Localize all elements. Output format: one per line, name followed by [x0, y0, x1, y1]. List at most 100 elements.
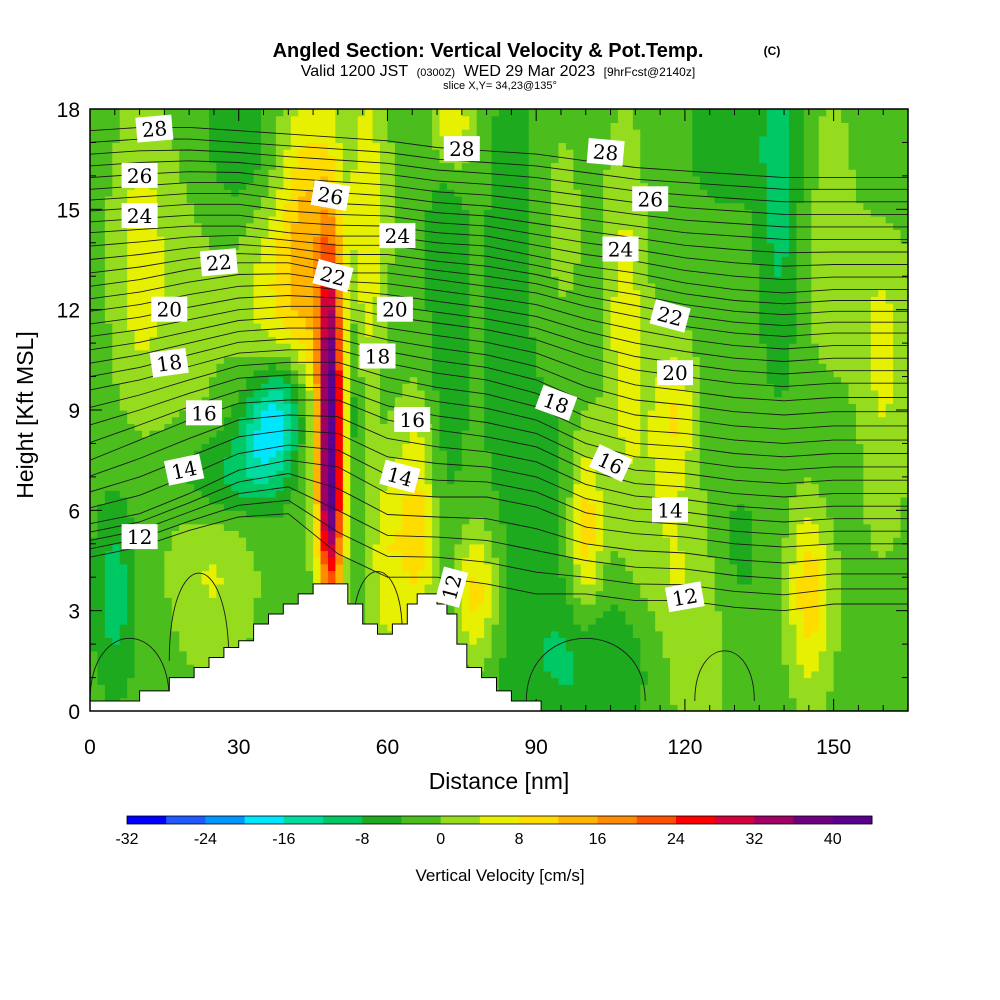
heatmap-cell [127, 456, 136, 465]
heatmap-cell [707, 510, 716, 518]
heatmap-cell [179, 450, 188, 458]
heatmap-cell [558, 697, 567, 705]
heatmap-cell [469, 450, 478, 458]
heatmap-cell [803, 657, 812, 665]
heatmap-cell [826, 410, 835, 418]
heatmap-cell [238, 483, 247, 491]
heatmap-cell [253, 523, 262, 531]
heatmap-cell [699, 503, 708, 511]
heatmap-cell [803, 416, 812, 424]
heatmap-cell [759, 690, 768, 699]
heatmap-cell [372, 563, 381, 572]
heatmap-cell [513, 537, 522, 545]
heatmap-cell [350, 543, 359, 552]
heatmap-cell [774, 644, 783, 652]
heatmap-cell [826, 543, 835, 552]
heatmap-cell [670, 704, 679, 711]
heatmap-cell [565, 496, 574, 505]
heatmap-cell [223, 603, 232, 612]
heatmap-cell [246, 410, 255, 418]
heatmap-cell [208, 530, 218, 538]
heatmap-cell [268, 403, 277, 411]
heatmap-cell [863, 697, 872, 705]
heatmap-cell [171, 563, 180, 572]
heatmap-cell [305, 570, 314, 578]
heatmap-cell [156, 483, 165, 491]
chart-subtitle: Valid 1200 JST (0300Z) WED 29 Mar 2023 [… [301, 63, 695, 80]
heatmap-cell [112, 503, 121, 511]
heatmap-cell [283, 443, 292, 451]
heatmap-cell [253, 456, 262, 465]
heatmap-cell [335, 557, 344, 565]
heatmap-cell [528, 443, 537, 451]
heatmap-cell [551, 684, 560, 692]
heatmap-cell [744, 684, 753, 692]
heatmap-cell [699, 450, 708, 458]
heatmap-cell [640, 550, 649, 558]
heatmap-cell [766, 557, 775, 565]
heatmap-cell [223, 557, 232, 565]
heatmap-cell [506, 610, 515, 618]
heatmap-cell [736, 557, 745, 565]
heatmap-cell [97, 463, 106, 471]
heatmap-cell [112, 597, 121, 605]
heatmap-cell [699, 677, 708, 685]
heatmap-cell [223, 537, 232, 545]
heatmap-cell [327, 510, 336, 518]
heatmap-cell [476, 483, 485, 491]
heatmap-cell [543, 436, 552, 445]
heatmap-cell [855, 603, 864, 612]
heatmap-cell [729, 563, 738, 572]
heatmap-cell [253, 563, 262, 572]
heatmap-cell [171, 577, 180, 585]
heatmap-cell [662, 557, 671, 565]
heatmap-cell [320, 537, 329, 545]
heatmap-cell [424, 557, 433, 565]
heatmap-cell [670, 630, 679, 639]
heatmap-cell [714, 430, 723, 438]
heatmap-cell [536, 684, 545, 692]
heatmap-cell [670, 410, 679, 418]
heatmap-cell [521, 690, 530, 699]
heatmap-cell [647, 617, 656, 625]
heatmap-cell [714, 670, 723, 679]
heatmap-cell [402, 443, 411, 451]
heatmap-cell [900, 496, 908, 505]
heatmap-cell [417, 470, 426, 478]
heatmap-cell [573, 443, 582, 451]
heatmap-cell [484, 637, 493, 645]
heatmap-cell [766, 456, 775, 465]
heatmap-cell [841, 523, 850, 531]
heatmap-cell [350, 470, 359, 478]
heatmap-cell [855, 704, 864, 711]
heatmap-cell [469, 537, 478, 545]
heatmap-cell [424, 523, 433, 531]
heatmap-cell [357, 583, 366, 592]
heatmap-cell [543, 570, 552, 578]
heatmap-cell [878, 410, 887, 418]
heatmap-cell [238, 470, 247, 478]
heatmap-cell [870, 583, 879, 592]
heatmap-cell [216, 617, 225, 625]
heatmap-cell [863, 684, 872, 692]
heatmap-cell [573, 423, 582, 431]
heatmap-cell [506, 543, 515, 552]
heatmap-cell [789, 583, 798, 592]
heatmap-cell [164, 537, 173, 545]
heatmap-cell [164, 617, 173, 625]
heatmap-cell [826, 530, 835, 538]
heatmap-cell [811, 610, 820, 618]
heatmap-cell [238, 597, 247, 605]
heatmap-cell [536, 410, 545, 418]
heatmap-cell [781, 557, 790, 565]
heatmap-cell [878, 590, 887, 598]
heatmap-cell [833, 496, 842, 505]
heatmap-cell [833, 443, 842, 451]
heatmap-cell [684, 550, 693, 558]
heatmap-cell [149, 664, 158, 672]
heatmap-cell [796, 637, 805, 645]
heatmap-cell [313, 490, 322, 498]
heatmap-cell [551, 490, 560, 498]
heatmap-cell [506, 496, 515, 505]
heatmap-cell [714, 690, 723, 699]
